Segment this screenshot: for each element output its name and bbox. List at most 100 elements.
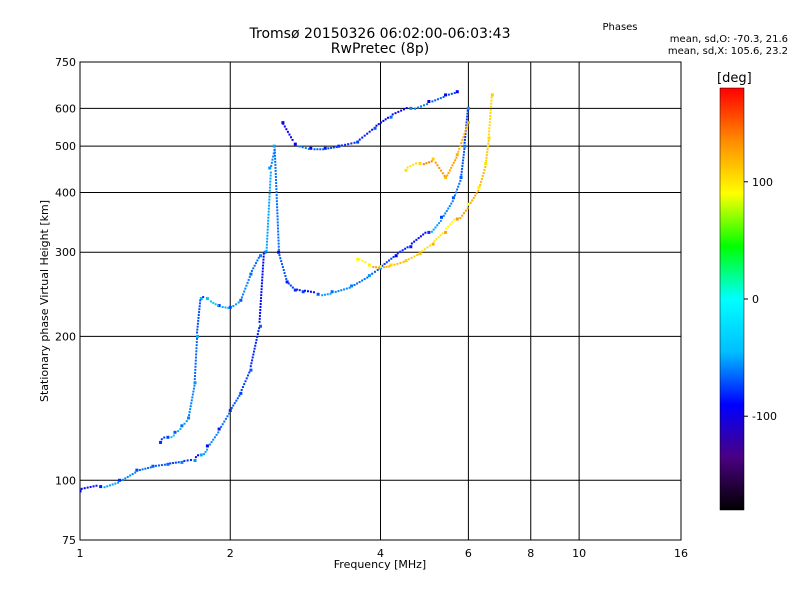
trace-point bbox=[337, 290, 340, 293]
trace-point bbox=[430, 230, 433, 233]
trace-point bbox=[309, 290, 312, 293]
trace-point bbox=[480, 177, 483, 180]
trace-point bbox=[434, 226, 437, 229]
data-point bbox=[293, 142, 297, 146]
trace-point bbox=[163, 463, 166, 466]
trace-point bbox=[356, 282, 359, 285]
trace-point bbox=[276, 215, 279, 218]
trace-point bbox=[450, 166, 453, 169]
trace-point bbox=[265, 249, 268, 252]
trace-point bbox=[183, 459, 186, 462]
trace-point bbox=[258, 314, 261, 317]
trace-point bbox=[392, 255, 395, 258]
trace-point bbox=[235, 399, 238, 402]
trace-point bbox=[296, 288, 299, 291]
trace-point bbox=[402, 108, 405, 111]
trace-point bbox=[268, 201, 271, 204]
trace-point bbox=[453, 194, 456, 197]
trace-point bbox=[169, 462, 172, 465]
trace-point bbox=[265, 246, 268, 249]
trace-point bbox=[425, 162, 428, 165]
x-tick-label: 6 bbox=[465, 547, 472, 560]
data-point bbox=[99, 485, 103, 489]
trace-point bbox=[251, 359, 254, 362]
trace-point bbox=[216, 304, 219, 307]
trace-point bbox=[323, 293, 326, 296]
data-point bbox=[418, 252, 422, 256]
trace-point bbox=[275, 188, 278, 191]
trace-point bbox=[277, 242, 280, 245]
trace-point bbox=[194, 359, 197, 362]
data-point bbox=[205, 297, 209, 301]
trace-point bbox=[221, 306, 224, 309]
trace-point bbox=[364, 261, 367, 264]
trace-point bbox=[274, 172, 277, 175]
trace-point bbox=[198, 308, 201, 311]
trace-point bbox=[477, 189, 480, 192]
trace-point bbox=[344, 143, 347, 146]
trace-point bbox=[402, 261, 405, 264]
trace-point bbox=[126, 475, 129, 478]
trace-point bbox=[163, 436, 166, 439]
trace-point bbox=[146, 467, 149, 470]
trace-point bbox=[188, 411, 191, 414]
trace-point bbox=[215, 433, 218, 436]
trace-point bbox=[268, 204, 271, 207]
trace-point bbox=[272, 152, 275, 155]
trace-point bbox=[438, 166, 441, 169]
phases-o-stats: mean, sd,O: -70.3, 21.6 bbox=[669, 34, 788, 45]
data-point bbox=[440, 215, 444, 219]
trace-point bbox=[206, 448, 209, 451]
trace-point bbox=[124, 477, 127, 480]
trace-point bbox=[268, 192, 271, 195]
trace-point bbox=[475, 192, 478, 195]
trace-point bbox=[258, 320, 261, 323]
data-point bbox=[80, 489, 82, 493]
trace-point bbox=[439, 234, 442, 237]
trace-point bbox=[106, 485, 109, 488]
trace-point bbox=[460, 173, 463, 176]
trace-point bbox=[197, 319, 200, 322]
trace-point bbox=[259, 308, 262, 311]
trace-point bbox=[439, 97, 442, 100]
trace-point bbox=[361, 279, 364, 282]
trace-point bbox=[454, 159, 457, 162]
trace-point bbox=[141, 468, 144, 471]
trace-point bbox=[174, 461, 177, 464]
trace-point bbox=[241, 386, 244, 389]
trace-point bbox=[260, 297, 263, 300]
data-point bbox=[367, 263, 371, 267]
trace-point bbox=[417, 106, 420, 109]
data-point bbox=[431, 242, 435, 246]
trace-point bbox=[490, 102, 493, 105]
trace-point bbox=[208, 443, 211, 446]
trace-point bbox=[259, 311, 262, 314]
trace-point bbox=[465, 121, 468, 124]
trace-point bbox=[460, 142, 463, 145]
data-point bbox=[356, 140, 360, 144]
trace-point bbox=[160, 438, 163, 441]
y-axis-label: Stationary phase Virtual Height [km] bbox=[38, 200, 51, 402]
trace-point bbox=[396, 262, 399, 265]
trace-point bbox=[236, 397, 239, 400]
trace-point bbox=[489, 114, 492, 117]
trace-point bbox=[131, 473, 134, 476]
trace-point bbox=[409, 165, 412, 168]
data-point bbox=[463, 144, 467, 148]
trace-point bbox=[433, 240, 436, 243]
trace-point bbox=[439, 219, 442, 222]
x-axis-label: Frequency [MHz] bbox=[334, 558, 426, 571]
data-point bbox=[444, 175, 448, 179]
trace-point bbox=[268, 195, 271, 198]
trace-point bbox=[172, 462, 175, 465]
colorbar-ticks: 100 0 -100 bbox=[744, 176, 777, 423]
trace-point bbox=[111, 483, 114, 486]
trace-point bbox=[446, 174, 449, 177]
data-point bbox=[404, 168, 408, 172]
trace-point bbox=[194, 456, 197, 459]
trace-point bbox=[388, 265, 391, 268]
data-point bbox=[379, 265, 382, 269]
trace-point bbox=[437, 98, 440, 101]
trace-point bbox=[245, 284, 248, 287]
